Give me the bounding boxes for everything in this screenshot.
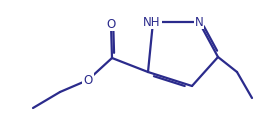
Text: NH: NH bbox=[143, 16, 161, 29]
Text: O: O bbox=[83, 74, 93, 87]
Text: O: O bbox=[106, 17, 116, 31]
Text: N: N bbox=[195, 16, 203, 29]
